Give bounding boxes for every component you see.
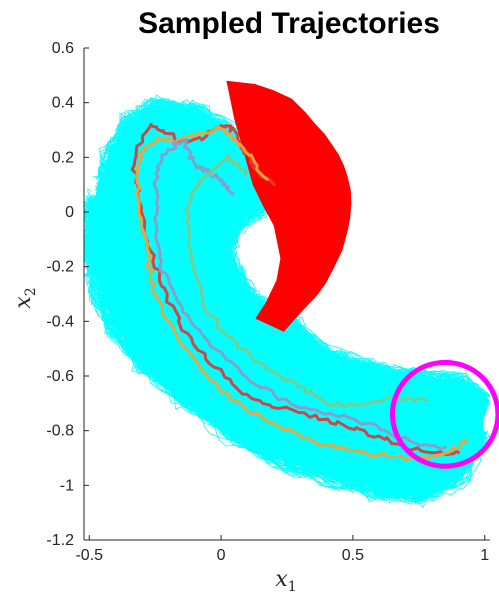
x-tick-label: 0 bbox=[217, 547, 226, 564]
sample-trajectory bbox=[107, 109, 490, 396]
sample-trajectory bbox=[85, 195, 478, 505]
x-tick-label: 1 bbox=[480, 547, 489, 564]
y-tick-label: -1 bbox=[60, 477, 74, 494]
y-tick-label: 0 bbox=[65, 204, 74, 221]
y-tick-label: -0.4 bbox=[46, 313, 74, 330]
plot-area bbox=[84, 80, 499, 508]
sample-trajectory bbox=[106, 106, 482, 399]
x-axis-label: x1 bbox=[275, 567, 296, 594]
goal-region bbox=[389, 359, 499, 469]
sample-trajectory bbox=[100, 103, 481, 403]
sample-trajectory bbox=[90, 190, 480, 499]
obstacle-region bbox=[226, 80, 352, 332]
y-tick-label: 0.4 bbox=[52, 95, 74, 112]
y-tick-label: 0.6 bbox=[52, 40, 74, 57]
sample-trajectory bbox=[101, 99, 484, 406]
sample-trajectory bbox=[91, 194, 486, 503]
sample-trajectory bbox=[101, 99, 481, 396]
sample-trajectory bbox=[85, 189, 485, 496]
y-tick-label: -1.2 bbox=[46, 532, 74, 549]
y-tick-label: 0.2 bbox=[52, 149, 74, 166]
y-tick-label: -0.6 bbox=[46, 368, 74, 385]
y-tick-label: -0.8 bbox=[46, 423, 74, 440]
x-tick-label: -0.5 bbox=[75, 547, 103, 564]
trajectory-series-4 bbox=[184, 154, 429, 409]
x-tick-label: 0.5 bbox=[342, 547, 364, 564]
y-axis-label: x2 bbox=[11, 287, 39, 308]
y-tick-label: -0.2 bbox=[46, 259, 74, 276]
sample-trajectory bbox=[99, 99, 482, 400]
sample-trajectory bbox=[88, 192, 480, 499]
sample-trajectory bbox=[84, 200, 478, 494]
sample-trajectory bbox=[84, 192, 484, 497]
sample-trajectory bbox=[84, 196, 478, 503]
trajectory-series-3 bbox=[152, 138, 447, 451]
chart-title: Sampled Trajectories bbox=[138, 7, 440, 40]
trajectory-series-2 bbox=[134, 125, 468, 462]
axes: 0.6 0.4 0.2 0 -0.2 -0.4 -0.6 -0.8 -1 -1.2-0.5 0 0.5… bbox=[46, 40, 490, 564]
sample-trajectory bbox=[84, 198, 482, 501]
